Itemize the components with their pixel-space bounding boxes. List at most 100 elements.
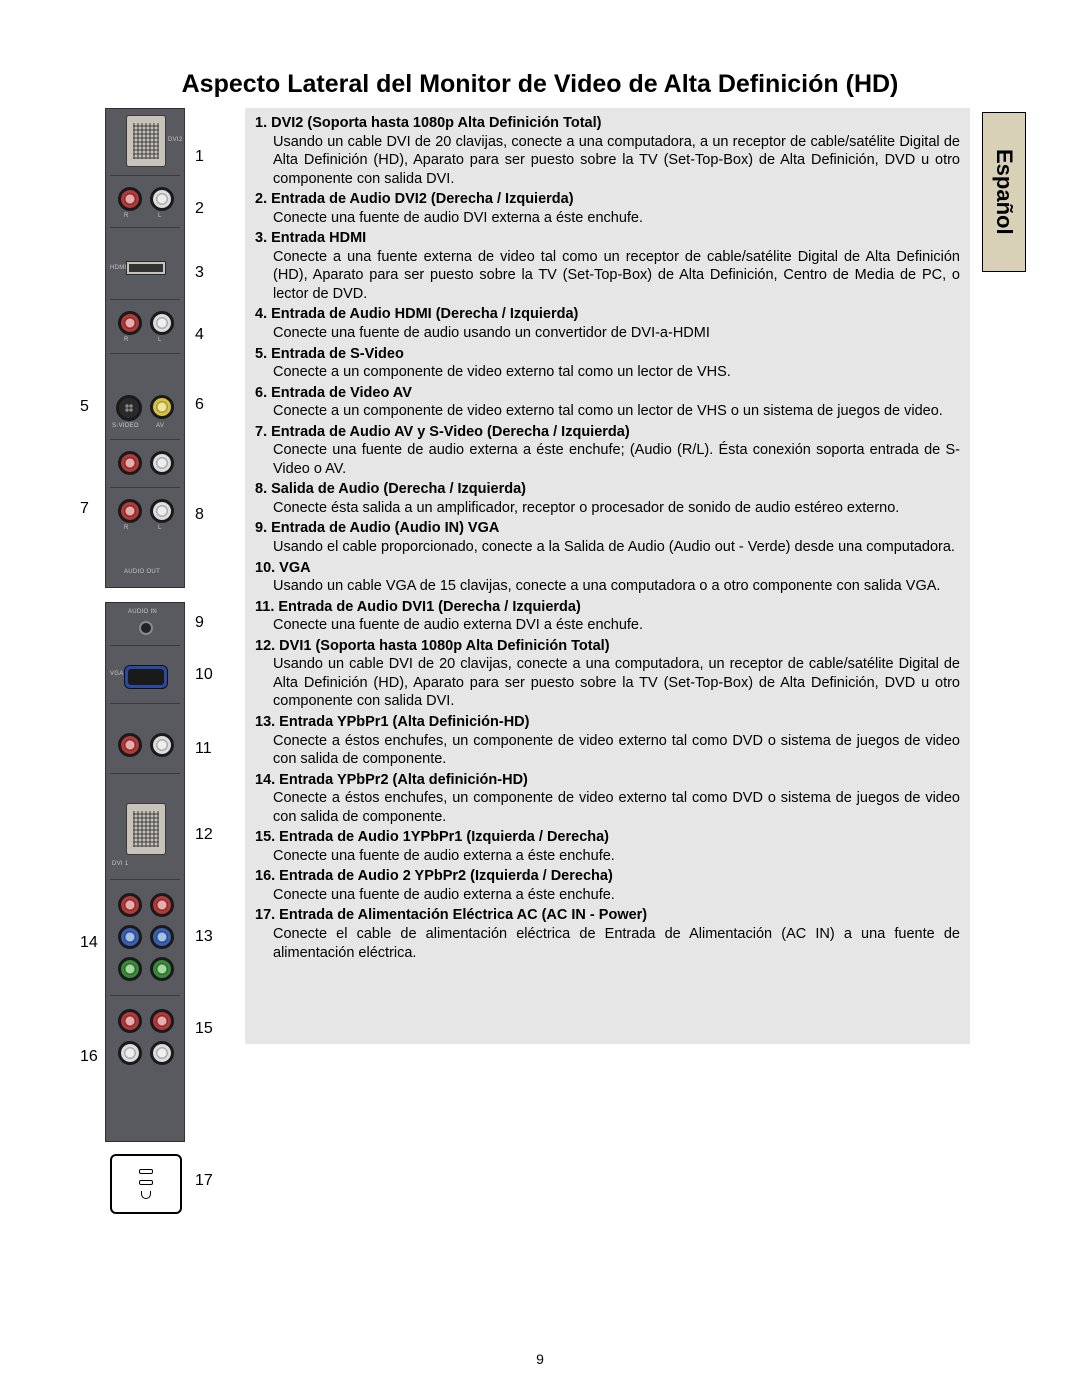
- r-label: R: [124, 337, 129, 343]
- page-title: Aspecto Lateral del Monitor de Video de …: [0, 0, 1080, 109]
- rca-red-icon: [118, 451, 142, 475]
- divider-icon: [110, 353, 180, 354]
- description-item: 2. Entrada de Audio DVI2 (Derecha / Izqu…: [255, 190, 960, 227]
- divider-icon: [110, 773, 180, 774]
- divider-icon: [110, 299, 180, 300]
- content-wrap: DVI2 R L HDMI R L S-VIDEO AV: [50, 108, 970, 1044]
- connector-panel-top: DVI2 R L HDMI R L S-VIDEO AV: [105, 108, 185, 588]
- description-title: 3. Entrada HDMI: [255, 230, 366, 246]
- divider-icon: [110, 487, 180, 488]
- l-label: L: [158, 337, 162, 343]
- diagram-column: DVI2 R L HDMI R L S-VIDEO AV: [50, 108, 245, 1044]
- description-item: 13. Entrada YPbPr1 (Alta Definición-HD) C…: [255, 713, 960, 769]
- description-item: 6. Entrada de Video AVConecte a un compo…: [255, 384, 960, 421]
- description-title: 5. Entrada de S-Video: [255, 346, 404, 362]
- dvi1-port-icon: [126, 803, 166, 855]
- description-item: 11. Entrada de Audio DVI1 (Derecha / Izq…: [255, 598, 960, 635]
- rca-red-icon: [150, 1009, 174, 1033]
- rca-red-icon: [118, 1009, 142, 1033]
- description-body: Conecte a un componente de video externo…: [255, 363, 960, 382]
- hdmi-port-icon: [126, 261, 166, 275]
- description-body: Conecte una fuente de audio externa a és…: [255, 847, 960, 866]
- description-item: 12. DVI1 (Soporta hasta 1080p Alta Defin…: [255, 637, 960, 711]
- rca-white-icon: [150, 451, 174, 475]
- description-item: 8. Salida de Audio (Derecha / Izquierda)…: [255, 480, 960, 517]
- description-title: 16. Entrada de Audio 2 YPbPr2 (Izquierda…: [255, 868, 613, 884]
- callout-11: 11: [195, 740, 212, 758]
- description-list: 1. DVI2 (Soporta hasta 1080p Alta Defini…: [255, 114, 960, 962]
- callout-2: 2: [195, 200, 204, 218]
- divider-icon: [110, 879, 180, 880]
- rca-yellow-icon: [150, 395, 174, 419]
- rca-red-icon: [118, 499, 142, 523]
- descriptions-column: 1. DVI2 (Soporta hasta 1080p Alta Defini…: [245, 108, 970, 1044]
- description-body: Conecte a una fuente externa de video ta…: [255, 248, 960, 304]
- description-title: 7. Entrada de Audio AV y S-Video (Derech…: [255, 424, 630, 440]
- vga-label: VGA: [110, 671, 124, 677]
- description-title: 9. Entrada de Audio (Audio IN) VGA: [255, 520, 499, 536]
- description-body: Conecte una fuente de audio externa a és…: [255, 886, 960, 905]
- description-title: 10. VGA: [255, 560, 311, 576]
- minijack-icon: [139, 621, 153, 635]
- r-label: R: [124, 525, 129, 531]
- description-title: 11. Entrada de Audio DVI1 (Derecha / Izq…: [255, 599, 581, 615]
- rca-red-icon: [118, 733, 142, 757]
- dvi2-label: DVI2: [168, 137, 183, 143]
- divider-icon: [110, 995, 180, 996]
- divider-icon: [110, 645, 180, 646]
- callout-8: 8: [195, 506, 204, 524]
- language-tab-text: Español: [991, 149, 1017, 235]
- callout-12: 12: [195, 826, 213, 844]
- description-title: 6. Entrada de Video AV: [255, 385, 412, 401]
- callout-9: 9: [195, 614, 204, 632]
- description-body: Conecte a éstos enchufes, un componente …: [255, 789, 960, 826]
- description-body: Conecte una fuente de audio externa a és…: [255, 441, 960, 478]
- rca-red-icon: [118, 311, 142, 335]
- description-body: Usando un cable DVI de 20 clavijas, cone…: [255, 133, 960, 189]
- divider-icon: [110, 703, 180, 704]
- description-title: 14. Entrada YPbPr2 (Alta definición-HD): [255, 772, 528, 788]
- rca-white-icon: [150, 499, 174, 523]
- description-title: 12. DVI1 (Soporta hasta 1080p Alta Defin…: [255, 638, 610, 654]
- divider-icon: [110, 439, 180, 440]
- description-item: 5. Entrada de S-VideoConecte a un compon…: [255, 345, 960, 382]
- callout-16: 16: [80, 1048, 98, 1066]
- divider-icon: [110, 227, 180, 228]
- dvi2-port-icon: [126, 115, 166, 167]
- callout-15: 15: [195, 1020, 213, 1038]
- description-item: 16. Entrada de Audio 2 YPbPr2 (Izquierda…: [255, 867, 960, 904]
- rca-white-icon: [150, 187, 174, 211]
- r-label: R: [124, 213, 129, 219]
- description-body: Conecte el cable de alimentación eléctri…: [255, 925, 960, 962]
- rca-blue-icon: [150, 925, 174, 949]
- description-body: Conecte ésta salida a un amplificador, r…: [255, 499, 960, 518]
- description-body: Conecte una fuente de audio DVI externa …: [255, 209, 960, 228]
- l-label: L: [158, 213, 162, 219]
- description-title: 2. Entrada de Audio DVI2 (Derecha / Izqu…: [255, 191, 574, 207]
- language-side-tab: Español: [982, 112, 1026, 272]
- prong-icon: [141, 1191, 151, 1199]
- description-item: 4. Entrada de Audio HDMI (Derecha / Izqu…: [255, 305, 960, 342]
- description-title: 13. Entrada YPbPr1 (Alta Definición-HD): [255, 714, 529, 730]
- callout-7: 7: [80, 500, 89, 518]
- callout-17: 17: [195, 1172, 213, 1190]
- audio-in-label: AUDIO IN: [128, 609, 157, 615]
- rca-white-icon: [150, 1041, 174, 1065]
- l-label: L: [158, 525, 162, 531]
- description-body: Conecte a éstos enchufes, un componente …: [255, 732, 960, 769]
- rca-red-icon: [118, 893, 142, 917]
- rca-white-icon: [150, 733, 174, 757]
- svideo-label: S-VIDEO: [112, 423, 139, 429]
- av-label: AV: [156, 423, 164, 429]
- description-item: 15. Entrada de Audio 1YPbPr1 (Izquierda …: [255, 828, 960, 865]
- ac-power-connector-icon: [110, 1154, 182, 1214]
- description-body: Conecte a un componente de video externo…: [255, 402, 960, 421]
- callout-3: 3: [195, 264, 204, 282]
- dvi1-label: DVI 1: [112, 861, 129, 867]
- callout-10: 10: [195, 666, 213, 684]
- prong-icon: [139, 1180, 153, 1185]
- callout-13: 13: [195, 928, 213, 946]
- callout-1: 1: [195, 148, 204, 166]
- rca-blue-icon: [118, 925, 142, 949]
- description-item: 3. Entrada HDMI Conecte a una fuente exte…: [255, 229, 960, 303]
